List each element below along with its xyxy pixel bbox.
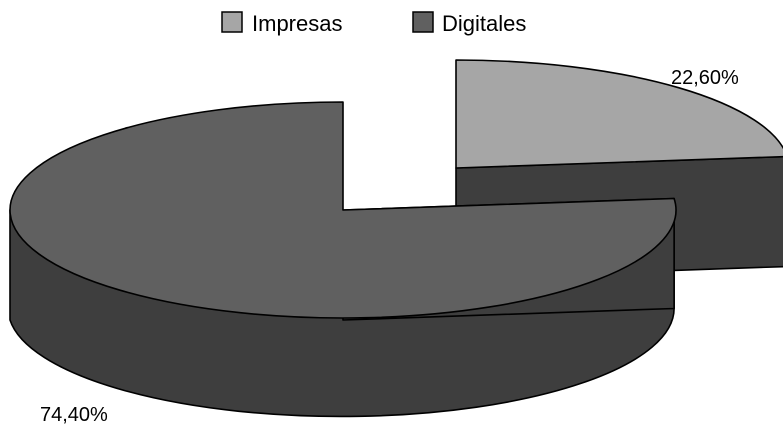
legend: Impresas Digitales [221, 11, 526, 36]
legend-item-digitales[interactable]: Digitales [412, 11, 526, 36]
legend-label-digitales: Digitales [442, 11, 526, 36]
legend-swatch-digitales [412, 11, 434, 33]
slice-digitales [9, 101, 677, 319]
legend-label-impresas: Impresas [252, 11, 342, 36]
legend-item-impresas[interactable]: Impresas [221, 11, 342, 36]
data-label-digitales: 74,40% [40, 404, 108, 426]
slice-impresas [455, 59, 783, 169]
data-label-impresas: 22,60% [671, 67, 739, 89]
pie-body [9, 59, 783, 418]
legend-swatch-impresas [221, 11, 243, 33]
